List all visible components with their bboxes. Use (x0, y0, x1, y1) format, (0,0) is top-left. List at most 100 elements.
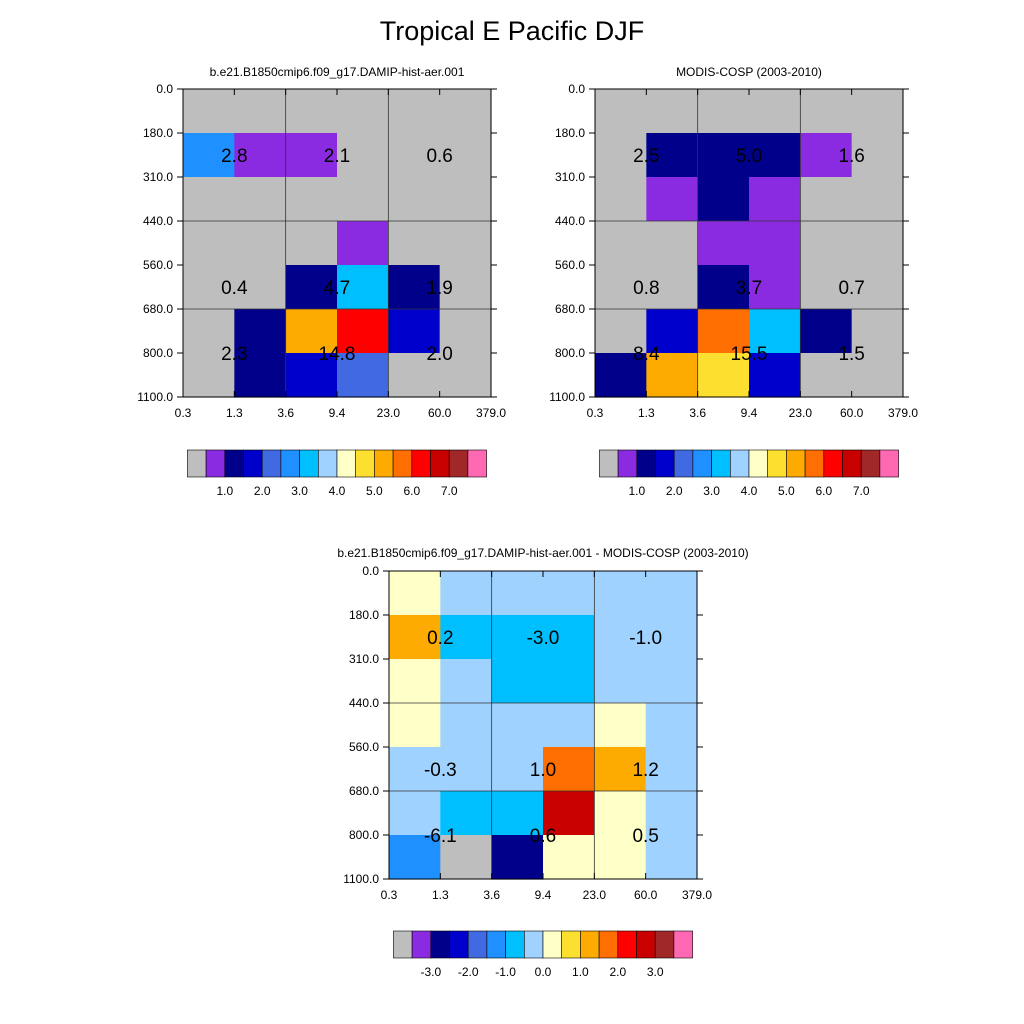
heatmap-cell (748, 89, 801, 134)
data-label: -6.1 (424, 826, 457, 847)
colorbar-label: 3.0 (647, 965, 664, 979)
colorbar-swatch (599, 449, 619, 478)
heatmap-cell (388, 353, 441, 398)
colorbar-label: 3.0 (703, 484, 720, 498)
heatmap-cell (542, 615, 595, 660)
y-tick-label: 560.0 (349, 740, 379, 754)
data-label: 0.6 (530, 826, 556, 847)
heatmap-cell (748, 265, 801, 310)
colorbar-swatch (860, 449, 881, 478)
heatmap-cell (800, 89, 853, 134)
x-tick-label: 9.4 (535, 888, 552, 902)
heatmap-cell (645, 747, 698, 792)
heatmap-cell (851, 221, 904, 266)
y-tick-label: 680.0 (143, 302, 173, 316)
heatmap-cell (388, 177, 441, 222)
heatmap-cell (234, 265, 287, 310)
heatmap-cell (336, 177, 389, 222)
colorbar-swatch (486, 930, 506, 959)
colorbar-swatch (561, 930, 581, 959)
data-label: -0.3 (424, 760, 457, 781)
panel-title: MODIS-COSP (2003-2010) (676, 65, 822, 79)
colorbar-swatch (392, 449, 413, 478)
data-label: 8.4 (633, 344, 660, 365)
heatmap-cell (439, 353, 492, 398)
colorbar-label: -1.0 (495, 965, 516, 979)
heatmap-cell (234, 353, 287, 398)
heatmap-cell (285, 265, 338, 310)
heatmap-cell (491, 791, 544, 836)
heatmap-cell (388, 265, 441, 310)
heatmap-cell (748, 353, 801, 398)
heatmap-cell (491, 659, 544, 704)
heatmap-cell (851, 133, 904, 178)
y-tick-label: 310.0 (349, 652, 379, 666)
heatmap-cell (440, 571, 493, 616)
heatmap-cell (439, 133, 492, 178)
colorbar-label: 0.0 (535, 965, 552, 979)
data-label: 2.0 (426, 344, 452, 365)
y-tick-label: 180.0 (349, 608, 379, 622)
data-label: 1.9 (426, 278, 452, 299)
heatmap-cell (388, 89, 441, 134)
colorbar-swatch (842, 449, 862, 478)
heatmap-cell (595, 133, 647, 178)
colorbar-swatch (374, 449, 394, 478)
colorbar-swatch (636, 930, 656, 959)
heatmap-cell (595, 221, 647, 266)
heatmap-cell (389, 747, 441, 792)
heatmap-cell (748, 177, 801, 222)
heatmap-cell (697, 89, 750, 134)
data-label: 1.6 (838, 146, 864, 167)
heatmap-cell (594, 791, 647, 836)
colorbar-swatch (617, 449, 638, 478)
heatmap-cell (389, 615, 441, 660)
x-tick-label: 1.3 (638, 406, 655, 420)
data-label: 2.8 (221, 146, 247, 167)
heatmap-cell (439, 265, 492, 310)
y-tick-label: 180.0 (555, 126, 585, 140)
heatmap-cell (542, 835, 595, 880)
heatmap-cell (542, 703, 595, 748)
colorbar-swatch (449, 930, 469, 959)
heatmap-cell (542, 747, 595, 792)
heatmap-cell (594, 659, 647, 704)
heatmap-cell (388, 221, 441, 266)
heatmap-cell (285, 309, 338, 354)
x-tick-label: 0.3 (175, 406, 192, 420)
x-tick-label: 3.6 (483, 888, 500, 902)
heatmap-cell (595, 265, 647, 310)
colorbar-swatch (224, 449, 244, 478)
y-tick-label: 560.0 (143, 258, 173, 272)
panel-1: b.e21.B1850cmip6.f09_g17.DAMIP-hist-aer.… (137, 65, 506, 498)
heatmap-cell (646, 89, 699, 134)
heatmap-cell (594, 747, 647, 792)
heatmap-cell (748, 221, 801, 266)
heatmap-cell (183, 309, 235, 354)
colorbar-swatch (505, 930, 525, 959)
data-label: 0.2 (427, 628, 453, 649)
data-label: -1.0 (629, 628, 662, 649)
colorbar-swatch (767, 449, 787, 478)
data-label: 14.8 (319, 344, 356, 365)
heatmap-cell (440, 835, 493, 880)
colorbar-label: -2.0 (458, 965, 479, 979)
heatmap-cell (491, 747, 544, 792)
x-tick-label: 0.3 (587, 406, 604, 420)
heatmap-cell (542, 659, 595, 704)
colorbar-swatch (243, 449, 263, 478)
y-tick-label: 440.0 (349, 696, 379, 710)
x-tick-label: 60.0 (634, 888, 658, 902)
data-label: -3.0 (527, 628, 560, 649)
heatmap-cell (234, 221, 287, 266)
heatmap-cell (439, 221, 492, 266)
x-tick-label: 60.0 (840, 406, 864, 420)
heatmap-cell (285, 221, 338, 266)
x-tick-label: 1.3 (226, 406, 243, 420)
colorbar-swatch (804, 449, 825, 478)
colorbar-label: -3.0 (420, 965, 441, 979)
y-tick-label: 440.0 (143, 214, 173, 228)
heatmap-cell (800, 221, 853, 266)
